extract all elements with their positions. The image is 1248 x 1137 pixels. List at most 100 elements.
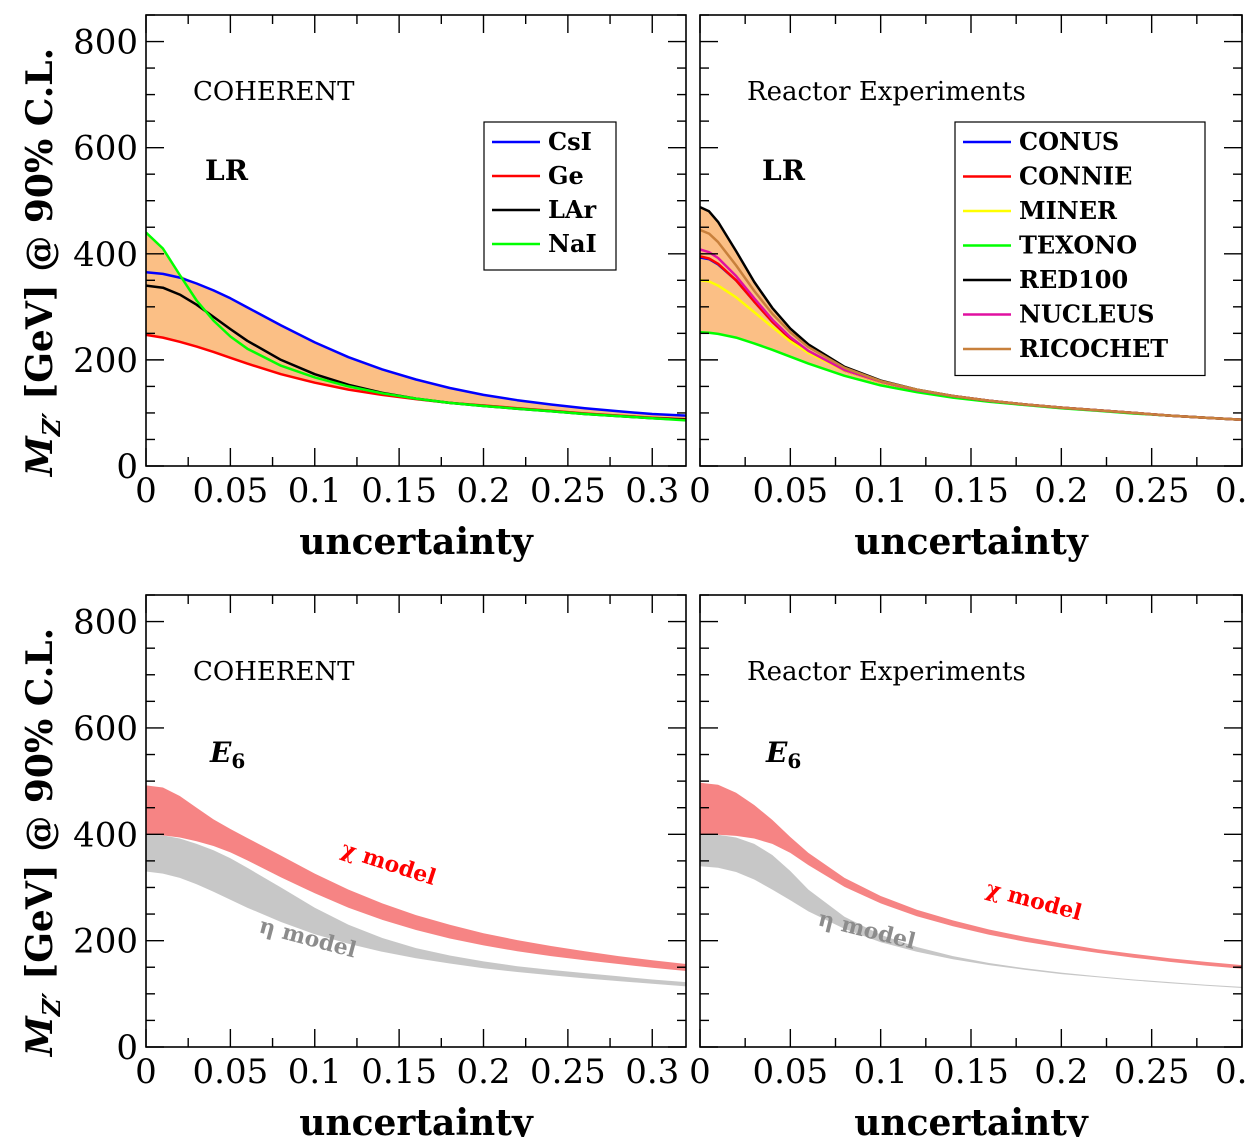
plot-area xyxy=(700,782,1242,988)
band-eta-model xyxy=(146,834,686,987)
y-tick-label: 800 xyxy=(73,603,138,643)
x-axis-title: uncertainty xyxy=(854,1102,1089,1137)
legend-label-red100: RED100 xyxy=(1019,265,1128,294)
x-tick-label: 0 xyxy=(689,1052,711,1092)
model-label: E6 xyxy=(765,736,801,773)
y-tick-label: 600 xyxy=(73,129,138,169)
legend: CONUS CONNIE MINER TEXONO RED100 NUCLEUS RICOC… xyxy=(954,121,1206,377)
ticks xyxy=(699,14,1243,467)
x-tick-label: 0.25 xyxy=(1114,1052,1190,1092)
y-axis-title-symbol: M xyxy=(19,435,61,478)
y-tick-label: 800 xyxy=(73,23,138,63)
x-tick-label: 0.15 xyxy=(933,471,1009,511)
x-tick-label: 0.1 xyxy=(854,1052,908,1092)
x-tick-label: 0.3 xyxy=(1215,1052,1248,1092)
x-tick-label: 0.3 xyxy=(625,1052,679,1092)
ticks xyxy=(145,594,686,1048)
legend-label-conus: CONUS xyxy=(1019,127,1119,156)
band-eta-model xyxy=(700,834,1242,988)
legend-label-miner: MINER xyxy=(1019,196,1118,225)
x-tick-label: 0.05 xyxy=(193,1052,269,1092)
y-axis-title-sub: Z′ xyxy=(37,992,66,1018)
chi-model-label: χ model xyxy=(338,836,439,891)
x-tick-label: 0 xyxy=(689,471,711,511)
experiment-label: COHERENT xyxy=(193,657,355,687)
x-axis-title: uncertainty xyxy=(854,521,1089,563)
legend-label-texono: TEXONO xyxy=(1019,231,1137,260)
plot-area xyxy=(146,785,686,987)
x-tick-label: 0.25 xyxy=(530,1052,606,1092)
y-tick-label: 400 xyxy=(73,815,138,855)
y-axis-title-symbol: M xyxy=(19,1015,61,1058)
legend: CsI Ge LAr NaI xyxy=(483,121,617,271)
x-tick-label: 0.05 xyxy=(193,471,269,511)
plot-area xyxy=(700,205,1242,422)
x-tick-label: 0.15 xyxy=(361,471,437,511)
x-tick-label: 0.2 xyxy=(456,1052,510,1092)
experiment-label: COHERENT xyxy=(193,77,355,107)
model-label-main: E xyxy=(209,736,232,769)
experiment-label: Reactor Experiments xyxy=(747,657,1026,687)
x-tick-label: 0.3 xyxy=(1215,471,1248,511)
model-label: LR xyxy=(205,154,249,187)
y-tick-label: 400 xyxy=(73,235,138,275)
x-tick-label: 0.1 xyxy=(288,471,342,511)
y-tick-label: 200 xyxy=(73,922,138,962)
chart-panel-bottom-right: χ model η model 0 0.05 0.1 0.15 0.2 0.25 0.3 unce… xyxy=(689,594,1248,1137)
ticks xyxy=(145,14,686,467)
legend-label-lar: LAr xyxy=(548,195,596,224)
x-tick-label: 0.2 xyxy=(1034,1052,1088,1092)
model-label-sub: 6 xyxy=(787,749,801,773)
legend-label-ricochet: RICOCHET xyxy=(1019,334,1168,363)
x-tick-label: 0.3 xyxy=(625,471,679,511)
y-tick-label: 200 xyxy=(73,341,138,381)
x-tick-label: 0.05 xyxy=(752,1052,828,1092)
chart-panel-top-left: CsI Ge LAr NaI 0 0.05 0.1 0.15 0.2 0.25 0.3 0 200 400… xyxy=(73,14,687,563)
chi-model-label: χ model xyxy=(983,876,1084,926)
y-axis-title-top: MZ′ [GeV] @ 90% C.L. xyxy=(19,48,66,478)
legend-label-nucleus: NUCLEUS xyxy=(1019,300,1154,329)
legend-label-connie: CONNIE xyxy=(1019,162,1132,191)
x-tick-label: 0.15 xyxy=(361,1052,437,1092)
y-axis-title-sub: Z′ xyxy=(37,412,66,438)
series-line-nai xyxy=(146,231,686,422)
x-tick-label: 0.1 xyxy=(854,471,908,511)
x-axis-title: uncertainty xyxy=(299,1102,534,1137)
eta-model-label: η model xyxy=(816,906,919,955)
model-label: LR xyxy=(762,154,806,187)
plot-frame xyxy=(145,594,687,1048)
series-line-csi xyxy=(146,271,686,417)
series-line-ricochet xyxy=(700,228,1242,422)
legend-box xyxy=(954,121,1206,377)
y-axis-title-rest: [GeV] @ 90% C.L. xyxy=(19,48,61,412)
y-tick-label: 0 xyxy=(116,447,138,487)
model-label-sub: 6 xyxy=(231,749,245,773)
x-tick-label: 0.25 xyxy=(1114,471,1190,511)
x-tick-label: 0 xyxy=(135,471,157,511)
legend-label-csi: CsI xyxy=(548,127,592,156)
y-tick-label: 0 xyxy=(116,1028,138,1068)
x-tick-label: 0.1 xyxy=(288,1052,342,1092)
x-tick-label: 0.05 xyxy=(752,471,828,511)
model-label: E6 xyxy=(209,736,245,773)
y-tick-label: 600 xyxy=(73,709,138,749)
plot-frame xyxy=(145,14,687,467)
chart-panel-top-right: CONUS CONNIE MINER TEXONO RED100 NUCLEUS RICOC… xyxy=(689,14,1248,563)
experiment-label: Reactor Experiments xyxy=(747,77,1026,107)
x-tick-label: 0.25 xyxy=(530,471,606,511)
x-tick-label: 0.15 xyxy=(933,1052,1009,1092)
plot-area xyxy=(146,231,686,422)
y-axis-title-bottom: MZ′ [GeV] @ 90% C.L. xyxy=(19,628,66,1058)
model-label-main: E xyxy=(765,736,788,769)
ticks xyxy=(699,594,1243,1048)
x-tick-label: 0.2 xyxy=(456,471,510,511)
legend-label-nai: NaI xyxy=(548,229,597,258)
legend-label-ge: Ge xyxy=(548,161,584,190)
x-tick-label: 0.2 xyxy=(1034,471,1088,511)
legend-box xyxy=(483,121,617,271)
y-axis-title-rest: [GeV] @ 90% C.L. xyxy=(19,628,61,992)
x-tick-label: 0 xyxy=(135,1052,157,1092)
x-axis-title: uncertainty xyxy=(299,521,534,563)
